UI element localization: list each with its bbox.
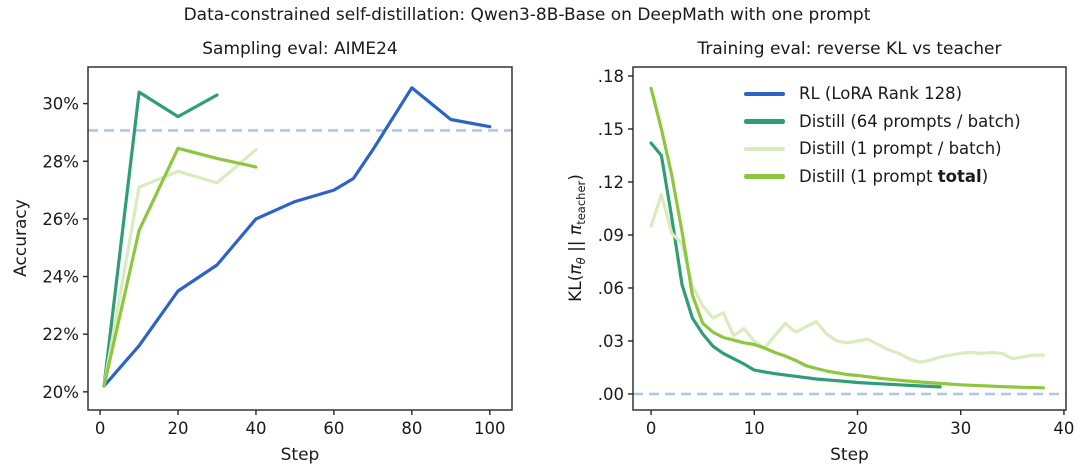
right-plot-title: Training eval: reverse KL vs teacher (697, 39, 1002, 59)
left-axes-box (87, 66, 513, 411)
left-x-tick-label: 20 (168, 419, 189, 438)
right-series-line-0 (649, 141, 942, 389)
left-x-tick-label: 100 (474, 419, 506, 438)
left-y-tick-label: 20% (42, 383, 79, 402)
legend-line-swatch (744, 91, 785, 96)
right-axes-box (632, 66, 1067, 411)
left-x-tick-label: 80 (401, 419, 422, 438)
left-x-axis-label: Step (280, 445, 320, 465)
right-x-tick-label: 30 (950, 419, 971, 438)
figure-title: Data-constrained self-distillation: Qwen… (183, 5, 871, 25)
right-y-tick-label: .06 (598, 279, 624, 298)
legend-label: Distill (64 prompts / batch) (799, 111, 1021, 131)
legend-label: Distill (1 prompt total) (799, 166, 989, 186)
right-x-tick-label: 0 (646, 419, 657, 438)
right-y-tick-label: .18 (598, 67, 624, 86)
legend-entry-0: RL (LoRA Rank 128) (744, 80, 1021, 108)
right-series-line-2 (649, 86, 1045, 390)
left-x-tick-label: 60 (323, 419, 344, 438)
right-x-axis-label: Step (830, 445, 869, 465)
left-x-tick-label: 40 (245, 419, 266, 438)
left-y-tick-label: 24% (42, 268, 79, 287)
right-y-tick-label: .15 (598, 120, 624, 139)
right-x-tick-label: 20 (847, 419, 868, 438)
legend-entry-3: Distill (1 prompt total) (744, 163, 1021, 191)
legend-line-swatch (744, 174, 785, 179)
right-y-tick-label: .09 (598, 226, 624, 245)
right-y-tick-label: .00 (598, 385, 624, 404)
left-plot: 0 20 40 60 80 100 20% 22% 24% 26% 28% 30% (42, 66, 513, 438)
legend-label: Distill (1 prompt / batch) (799, 139, 1002, 159)
left-y-tick-label: 22% (42, 325, 79, 344)
left-y-tick-label: 30% (42, 95, 79, 114)
left-series-line-1 (102, 90, 219, 388)
right-series-line-1 (649, 192, 1045, 364)
legend-entry-2: Distill (1 prompt / batch) (744, 135, 1021, 163)
right-plot: 0 10 20 30 40 .00 .03 .06 .09 .12 .15 .18 (598, 66, 1074, 438)
legend-line-swatch (744, 119, 785, 124)
right-x-tick-label: 40 (1053, 419, 1074, 438)
left-plot-title: Sampling eval: AIME24 (202, 39, 398, 59)
right-y-tick-label: .12 (598, 173, 624, 192)
left-series-line-2 (102, 148, 258, 388)
right-x-tick-label: 10 (744, 419, 765, 438)
left-y-tick-label: 26% (42, 210, 79, 229)
left-series-line-0 (102, 86, 492, 388)
left-series-line-3 (102, 146, 258, 388)
left-y-tick-label: 28% (42, 152, 79, 171)
legend-line-swatch (744, 146, 785, 151)
legend-entry-1: Distill (64 prompts / batch) (744, 108, 1021, 136)
legend: RL (LoRA Rank 128) Distill (64 prompts / … (744, 80, 1021, 190)
left-x-tick-label: 0 (95, 419, 106, 438)
right-y-tick-label: .03 (598, 332, 624, 351)
legend-label: RL (LoRA Rank 128) (799, 84, 963, 104)
